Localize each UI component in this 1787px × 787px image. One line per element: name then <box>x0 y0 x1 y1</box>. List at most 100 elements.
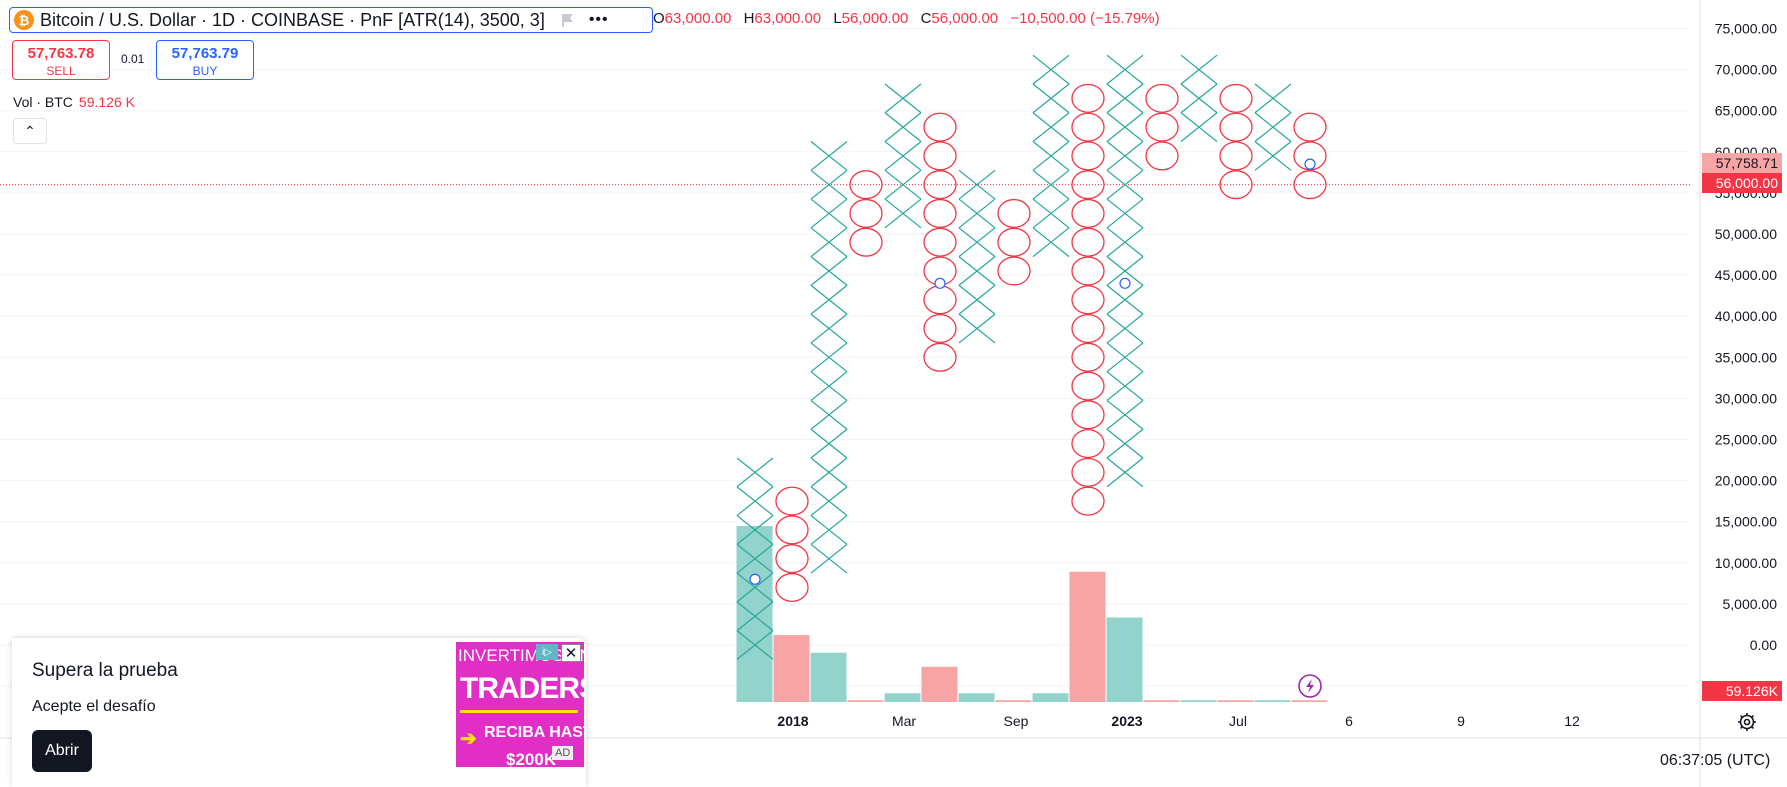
x-box <box>1032 141 1070 171</box>
x-box <box>1032 83 1070 114</box>
price-tick-label: 20,000.00 <box>1715 473 1777 489</box>
flag-icon[interactable] <box>561 13 575 27</box>
x-box <box>810 141 848 171</box>
x-box <box>810 227 848 258</box>
time-tick-label: 12 <box>1564 713 1580 729</box>
o-box <box>923 342 957 372</box>
x-box <box>1032 54 1070 85</box>
o-box <box>923 198 957 228</box>
time-tick-label: Mar <box>892 713 916 729</box>
ad-image-line3: RECIBA HASTA <box>484 724 584 741</box>
o-box <box>1071 429 1105 459</box>
price-tick-label: 15,000.00 <box>1715 514 1777 530</box>
o-box <box>1071 256 1105 286</box>
time-tick-label: 2018 <box>777 713 808 729</box>
o-box <box>1293 170 1327 200</box>
volume-axis-label-bg <box>1702 681 1782 701</box>
o-box <box>1293 141 1327 171</box>
x-box <box>1032 227 1070 258</box>
o-box <box>1071 141 1105 171</box>
collapse-legend-button[interactable]: ⌃ <box>13 118 47 144</box>
o-box <box>923 285 957 315</box>
marker-dot[interactable] <box>1304 158 1316 170</box>
high-label: H <box>743 10 755 27</box>
x-box <box>1254 141 1292 171</box>
close-value: 56,000.00 <box>931 10 999 27</box>
o-column <box>923 112 957 372</box>
x-box <box>958 169 996 200</box>
o-box <box>1219 83 1253 113</box>
marker-dot[interactable] <box>1119 277 1131 289</box>
o-box <box>1071 342 1105 372</box>
volume-bar <box>1254 700 1291 702</box>
price-tick-label: 5,000.00 <box>1723 596 1778 612</box>
o-box <box>997 256 1031 286</box>
x-box <box>810 428 848 459</box>
o-box <box>1071 285 1105 315</box>
o-box <box>1219 141 1253 171</box>
volume-legend[interactable]: Vol · BTC 59.126 K <box>13 94 135 110</box>
o-box <box>1071 457 1105 487</box>
x-box <box>736 601 774 632</box>
clock-time[interactable]: 06:37:05 (UTC) <box>1660 752 1771 769</box>
buy-label: BUY <box>192 64 218 78</box>
time-tick-label: Jul <box>1229 713 1247 729</box>
x-box <box>736 543 774 574</box>
x-box <box>884 169 922 200</box>
open-value: 63,000.00 <box>664 10 732 27</box>
x-box <box>884 141 922 171</box>
ad-image[interactable]: INVERTIMOS EN TRADERS ➔ RECIBA HASTA $20… <box>456 642 584 767</box>
symbol-header[interactable]: ₿ Bitcoin / U.S. Dollar · 1D · COINBASE … <box>9 7 653 33</box>
volume-bar <box>1143 700 1180 702</box>
o-box <box>1219 170 1253 200</box>
x-box <box>884 198 922 229</box>
x-box <box>958 313 996 344</box>
x-box <box>1032 198 1070 229</box>
buy-button[interactable]: 57,763.79 BUY <box>156 40 254 80</box>
o-box <box>849 227 883 257</box>
volume-bar <box>1217 700 1254 702</box>
sell-button[interactable]: 57,763.78 SELL <box>12 40 110 80</box>
volume-bar <box>958 693 995 702</box>
close-icon[interactable]: ✕ <box>561 644 581 662</box>
ad-banner[interactable]: Supera la prueba Acepte el desafío Abrir… <box>12 638 586 787</box>
x-column <box>1254 83 1292 171</box>
volume-bar <box>1291 700 1328 702</box>
time-tick-label: Sep <box>1004 713 1029 729</box>
volume-bar <box>773 635 810 702</box>
volume-axis-label: 59.126K <box>1726 683 1779 699</box>
x-box <box>1254 83 1292 114</box>
o-box <box>849 198 883 228</box>
symbol-title[interactable]: Bitcoin / U.S. Dollar · 1D · COINBASE · … <box>40 9 545 30</box>
ad-badge: AD <box>552 746 574 760</box>
o-box <box>1071 486 1105 516</box>
o-box <box>923 112 957 142</box>
more-options-icon[interactable]: ••• <box>588 11 609 28</box>
price-tick-label: 40,000.00 <box>1715 308 1777 324</box>
o-box <box>1071 400 1105 430</box>
time-tick-label: 2023 <box>1111 713 1142 729</box>
x-box <box>810 169 848 200</box>
o-box <box>1071 112 1105 142</box>
marker-dot[interactable] <box>749 573 761 585</box>
volume-bar <box>1069 571 1106 702</box>
marker-dot[interactable] <box>934 277 946 289</box>
ad-info-icon[interactable]: i▷ <box>536 644 558 660</box>
x-box <box>1106 428 1144 459</box>
o-box <box>923 313 957 344</box>
o-box <box>849 170 883 200</box>
ohlc-readout: O63,000.00 H63,000.00 L56,000.00 C56,000… <box>653 10 1160 27</box>
price-label-upper-bg <box>1702 153 1782 173</box>
gear-icon[interactable] <box>1737 712 1757 732</box>
x-box <box>958 284 996 315</box>
price-axis[interactable]: −5,000.000.005,000.0010,000.0015,000.002… <box>1699 0 1782 787</box>
lightning-event-icon[interactable] <box>1298 674 1322 698</box>
ad-open-button[interactable]: Abrir <box>32 730 92 772</box>
o-box <box>997 198 1031 228</box>
volume-bar <box>847 700 884 702</box>
o-box <box>775 515 809 545</box>
o-column <box>1219 83 1253 200</box>
buy-price: 57,763.79 <box>171 45 239 62</box>
x-box <box>736 630 774 660</box>
